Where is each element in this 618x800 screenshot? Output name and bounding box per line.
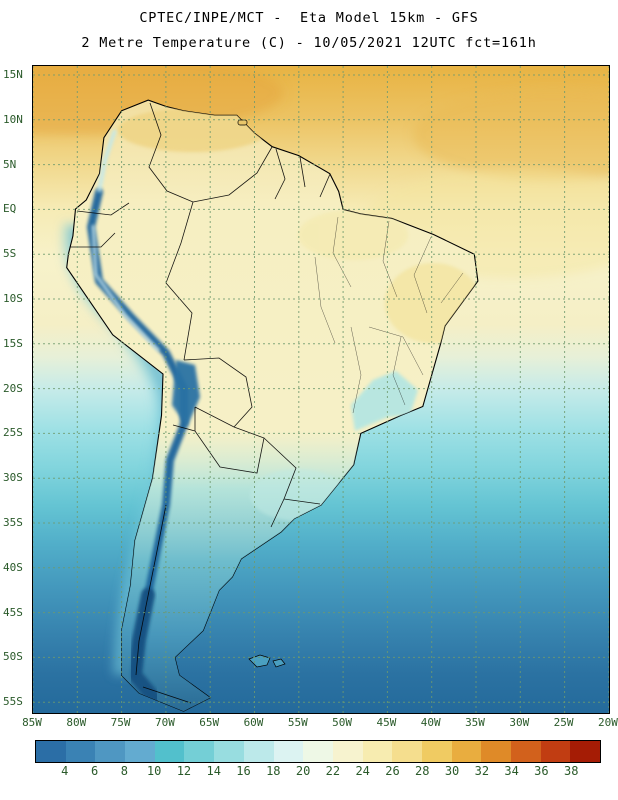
colorbar-segment xyxy=(481,741,511,762)
colorbar-tick: 14 xyxy=(206,764,221,778)
colorbar-segment xyxy=(362,741,393,762)
title-line-2: 2 Metre Temperature (C) - 10/05/2021 12U… xyxy=(81,35,537,51)
colorbar-segment xyxy=(511,741,541,762)
lat-label: 45S xyxy=(3,605,23,619)
colorbar-segment xyxy=(243,741,274,762)
altiplano-cold-area xyxy=(172,360,200,427)
colorbar-segment xyxy=(154,741,185,762)
lon-label: 50W xyxy=(332,716,353,729)
lat-label: EQ xyxy=(3,202,17,216)
colorbar-segment xyxy=(95,741,126,762)
colorbar-tick: 6 xyxy=(90,764,99,778)
colorbar-tick: 24 xyxy=(355,764,370,778)
lat-label: 25S xyxy=(3,426,23,440)
lon-label: 25W xyxy=(553,716,574,729)
colorbar-tick: 28 xyxy=(415,764,430,778)
colorbar-tick: 16 xyxy=(236,764,251,778)
lat-label: 5S xyxy=(3,247,17,261)
lon-label: 20W xyxy=(597,716,618,729)
colorbar-tick: 36 xyxy=(534,764,549,778)
lat-label: 5N xyxy=(3,157,17,171)
lon-label: 55W xyxy=(287,716,308,729)
colorbar-tick-labels: 4 6 8 10 12 14 16 18 20 22 24 26 28 30 32 34 36 38 xyxy=(35,764,601,780)
lat-label: 15S xyxy=(3,336,23,350)
colorbar-tick: 10 xyxy=(146,764,162,778)
plot-header: CPTEC/INPE/MCT - Eta Model 15km - GFS 2 … xyxy=(0,6,618,56)
lat-label: 55S xyxy=(3,695,23,709)
lat-axis-labels: 15N 10N 5N EQ 5S 10S 15S 20S 25S 30S 35S 40S 45S 50S 5… xyxy=(3,65,31,712)
lon-label: 30W xyxy=(509,716,530,729)
southeast-brazil-cool-patch xyxy=(351,371,418,431)
colorbar-segment xyxy=(214,741,244,762)
colorbar-tick: 18 xyxy=(266,764,281,778)
colorbar-segment xyxy=(303,741,333,762)
lat-label: 40S xyxy=(3,560,23,574)
title-line-1: CPTEC/INPE/MCT - Eta Model 15km - GFS xyxy=(139,10,479,26)
lon-axis-labels: 85W 80W 75W 70W 65W 60W 55W 50W 45W 40W 35W 30W 25W 2… xyxy=(22,716,618,730)
colorbar-tick: 30 xyxy=(444,764,460,778)
country-borders xyxy=(70,102,331,704)
colorbar-segment xyxy=(451,741,482,762)
lon-label: 70W xyxy=(154,716,175,729)
map-canvas xyxy=(33,66,609,713)
lon-label: 60W xyxy=(243,716,264,729)
colorbar-segment xyxy=(184,741,215,762)
colorbar-tick: 22 xyxy=(325,764,341,778)
lat-label: 35S xyxy=(3,516,23,529)
colorbar-segment xyxy=(332,741,363,762)
colorbar-segment xyxy=(421,741,452,762)
state-borders xyxy=(314,216,464,414)
lon-label: 35W xyxy=(465,716,485,729)
colorbar-segment xyxy=(36,741,66,762)
colorbar-segment xyxy=(65,741,96,762)
lat-label: 50S xyxy=(3,650,23,664)
colorbar-segment xyxy=(570,741,601,762)
lon-label: 45W xyxy=(376,716,397,729)
colorbar-tick: 4 xyxy=(61,764,69,778)
colorbar-tick: 26 xyxy=(385,764,400,778)
gridlines xyxy=(33,66,609,713)
colorbar-tick: 12 xyxy=(176,764,192,778)
lat-label: 20S xyxy=(3,381,23,395)
lat-label: 10N xyxy=(3,112,23,126)
colorbar-tick: 34 xyxy=(504,764,519,778)
lat-label: 10S xyxy=(3,292,23,305)
lat-label: 15N xyxy=(3,68,23,81)
map-frame xyxy=(32,65,610,714)
lon-label: 85W xyxy=(22,716,42,729)
colorbar-segment xyxy=(392,741,422,762)
islands xyxy=(237,119,286,668)
lon-label: 65W xyxy=(199,716,220,729)
lon-label: 80W xyxy=(66,716,87,729)
colorbar-tick: 38 xyxy=(563,764,579,778)
lon-label: 75W xyxy=(110,716,131,729)
colorbar-segment xyxy=(273,741,304,762)
colorbar-tick: 20 xyxy=(295,764,311,778)
lat-label: 30S xyxy=(3,471,23,485)
colorbar-segment xyxy=(540,741,571,762)
colorbar-tick: 32 xyxy=(474,764,490,778)
falkland-islands xyxy=(248,654,286,668)
colorbar xyxy=(35,740,601,763)
colorbar-tick: 8 xyxy=(120,764,128,778)
colorbar-segment xyxy=(125,741,155,762)
lon-label: 40W xyxy=(420,716,441,729)
